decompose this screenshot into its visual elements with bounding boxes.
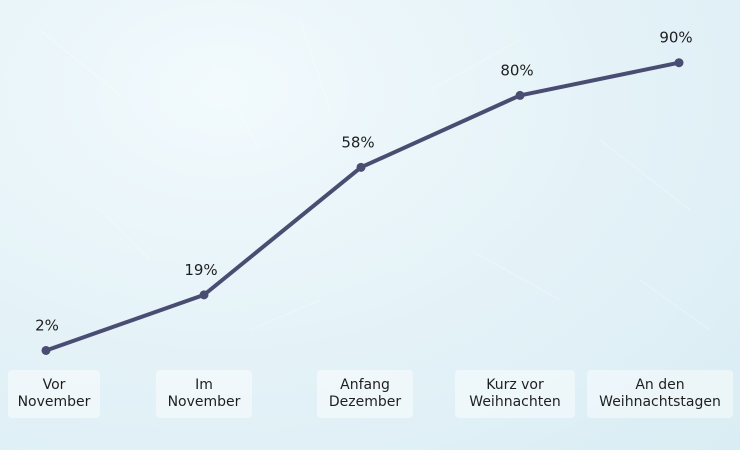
x-tick-label-line: Im bbox=[195, 377, 213, 393]
x-tick-label-line: November bbox=[167, 394, 241, 410]
x-tick-label: An den Weihnachtstagen bbox=[587, 370, 733, 418]
x-tick-label: Im November bbox=[156, 370, 252, 418]
x-tick-label-line: Weihnachten bbox=[469, 394, 561, 410]
data-point bbox=[41, 345, 51, 355]
data-label: 80% bbox=[500, 61, 533, 79]
x-tick-label-line: Kurz vor bbox=[486, 377, 544, 393]
x-tick-label-line: November bbox=[17, 394, 91, 410]
x-tick-label-line: An den bbox=[635, 377, 685, 393]
data-point bbox=[515, 90, 525, 100]
x-tick-label-line: Vor bbox=[42, 377, 66, 393]
x-tick-label-line: Weihnachtstagen bbox=[599, 394, 721, 410]
data-label: 2% bbox=[35, 316, 59, 334]
x-tick-label-line: Dezember bbox=[328, 394, 402, 410]
x-tick-label: Anfang Dezember bbox=[317, 370, 413, 418]
data-label: 58% bbox=[341, 133, 374, 151]
data-point bbox=[199, 290, 209, 300]
data-point bbox=[674, 58, 684, 68]
data-label: 19% bbox=[184, 261, 217, 279]
series-line bbox=[44, 60, 681, 353]
x-tick-label: Kurz vor Weihnachten bbox=[455, 370, 575, 418]
series-group: 2% 19% 58% 80% 90% bbox=[35, 29, 693, 355]
data-point bbox=[356, 162, 366, 172]
frost-texture bbox=[39, 19, 711, 331]
data-label: 90% bbox=[659, 29, 692, 47]
x-tick-label-line: Anfang bbox=[340, 377, 390, 393]
x-tick-label: Vor November bbox=[8, 370, 100, 418]
